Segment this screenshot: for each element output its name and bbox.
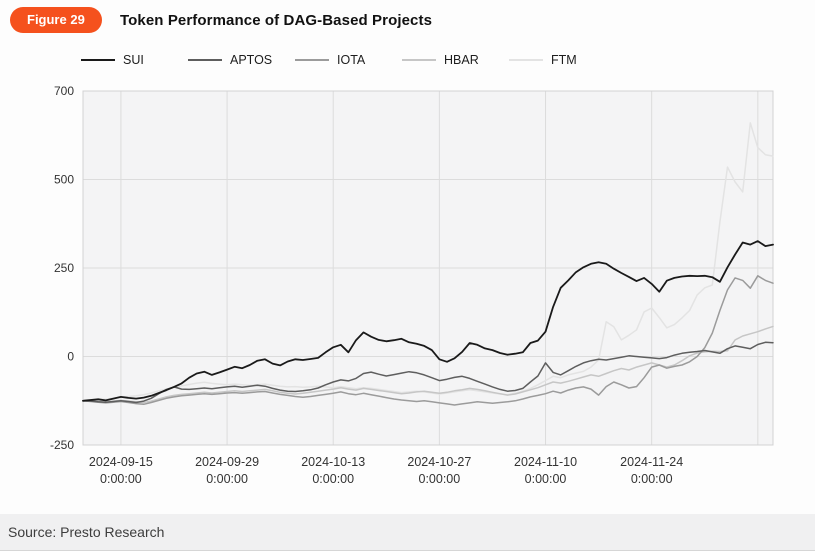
chart-canvas: -250 0 250 500 700 2024-09-15 0:00:00 2024-09-2… bbox=[50, 84, 774, 486]
y-axis-tick-label: 250 bbox=[54, 261, 74, 275]
legend-line-icon bbox=[295, 59, 329, 61]
series-line-sui[interactable] bbox=[82, 240, 774, 402]
y-axis-tick-label: 500 bbox=[54, 173, 74, 187]
series-line-iota[interactable] bbox=[82, 275, 774, 406]
legend-line-icon bbox=[402, 59, 436, 61]
legend-item-label: APTOS bbox=[230, 53, 273, 67]
x-axis-tick-date: 2024-09-29 bbox=[195, 455, 259, 469]
x-axis-tick-time: 0:00:00 bbox=[206, 472, 248, 486]
plot-frame bbox=[82, 90, 774, 446]
x-axis-tick-time: 0:00:00 bbox=[419, 472, 461, 486]
x-axis-tick-date: 2024-10-27 bbox=[407, 455, 471, 469]
x-axis-tick-date: 2024-09-15 bbox=[89, 455, 153, 469]
page-title: Token Performance of DAG-Based Projects bbox=[120, 12, 433, 29]
legend-item-sui[interactable]: SUI bbox=[81, 53, 188, 67]
legend-item-label: SUI bbox=[123, 53, 144, 67]
x-axis-tick-date: 2024-11-24 bbox=[620, 455, 683, 469]
legend-item-aptos[interactable]: APTOS bbox=[188, 53, 295, 67]
x-axis-tick-time: 0:00:00 bbox=[100, 472, 142, 486]
y-axis-tick-label: -250 bbox=[50, 438, 74, 452]
x-axis-tick-time: 0:00:00 bbox=[525, 472, 567, 486]
y-axis-tick-label: 700 bbox=[54, 84, 74, 98]
x-axis-tick-date: 2024-11-10 bbox=[514, 455, 577, 469]
legend-item-label: IOTA bbox=[337, 53, 366, 67]
series-line-aptos[interactable] bbox=[82, 341, 774, 404]
x-axis-tick-time: 0:00:00 bbox=[631, 472, 673, 486]
source-footer: Source: Presto Research bbox=[0, 514, 815, 551]
legend-line-icon bbox=[81, 59, 115, 61]
legend-item-label: HBAR bbox=[444, 53, 479, 67]
legend-line-icon bbox=[509, 59, 543, 61]
legend-line-icon bbox=[188, 59, 222, 61]
legend-item-label: FTM bbox=[551, 53, 577, 67]
y-axis-tick-label: 0 bbox=[67, 350, 74, 364]
legend-item-hbar[interactable]: HBAR bbox=[402, 53, 509, 67]
chart-legend: SUI APTOS IOTA HBAR FTM bbox=[81, 52, 616, 68]
legend-item-ftm[interactable]: FTM bbox=[509, 53, 616, 67]
legend-item-iota[interactable]: IOTA bbox=[295, 53, 402, 67]
figure-badge: Figure 29 bbox=[10, 7, 102, 33]
source-text: Source: Presto Research bbox=[8, 524, 165, 540]
x-axis-tick-date: 2024-10-13 bbox=[301, 455, 365, 469]
x-axis-tick-time: 0:00:00 bbox=[312, 472, 354, 486]
